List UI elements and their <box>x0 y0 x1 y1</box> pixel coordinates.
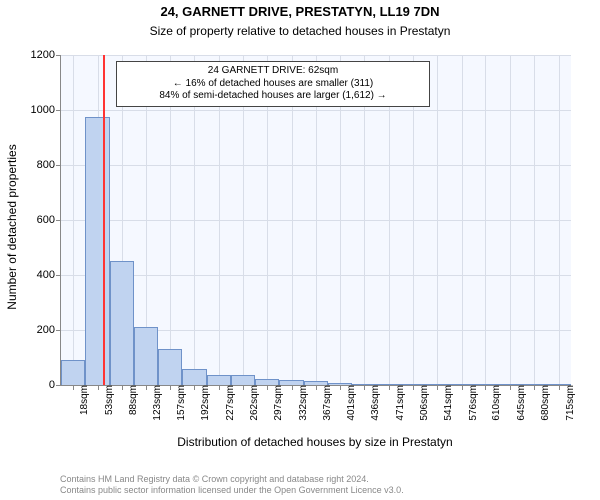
y-tick-label: 1200 <box>31 49 61 61</box>
histogram-bar <box>110 261 134 385</box>
x-tick-label: 645sqm <box>514 385 527 421</box>
histogram-bar <box>377 384 401 385</box>
gridline <box>462 55 463 385</box>
histogram-bar <box>401 384 425 385</box>
plot-area: 02004006008001000120018sqm53sqm88sqm123s… <box>60 55 571 386</box>
x-tick-mark <box>98 385 99 390</box>
x-tick-label: 88sqm <box>126 385 139 415</box>
x-tick-mark <box>267 385 268 390</box>
x-tick-mark <box>462 385 463 390</box>
y-tick-label: 0 <box>49 379 61 391</box>
x-tick-label: 53sqm <box>102 385 115 415</box>
histogram-bar <box>449 384 473 385</box>
histogram-bar <box>158 349 182 385</box>
x-tick-label: 471sqm <box>393 385 406 421</box>
annotation-line: 84% of semi-detached houses are larger (… <box>123 90 423 103</box>
x-tick-label: 680sqm <box>538 385 551 421</box>
histogram-bar <box>474 384 498 385</box>
y-axis-label: Number of detached properties <box>5 127 19 327</box>
x-tick-mark <box>316 385 317 390</box>
y-tick-label: 400 <box>37 269 61 281</box>
x-tick-label: 506sqm <box>417 385 430 421</box>
histogram-bar <box>522 384 546 385</box>
page-title: 24, GARNETT DRIVE, PRESTATYN, LL19 7DN <box>0 4 600 19</box>
histogram-bar <box>85 117 109 385</box>
gridline <box>437 55 438 385</box>
annotation-line: ← 16% of detached houses are smaller (31… <box>123 78 423 91</box>
histogram-bar <box>304 381 328 385</box>
x-tick-mark <box>510 385 511 390</box>
histogram-bar <box>498 384 522 385</box>
x-tick-mark <box>243 385 244 390</box>
annotation-box: 24 GARNETT DRIVE: 62sqm← 16% of detached… <box>116 61 430 107</box>
x-tick-mark <box>437 385 438 390</box>
x-tick-label: 262sqm <box>247 385 260 421</box>
x-tick-label: 123sqm <box>150 385 163 421</box>
histogram-bar <box>279 380 303 385</box>
gridline <box>73 55 74 385</box>
histogram-bar <box>134 327 158 385</box>
x-tick-mark <box>194 385 195 390</box>
annotation-line: 24 GARNETT DRIVE: 62sqm <box>123 65 423 78</box>
x-tick-mark <box>485 385 486 390</box>
histogram-bar <box>231 375 255 385</box>
gridline <box>559 55 560 385</box>
x-tick-label: 436sqm <box>368 385 381 421</box>
histogram-bar <box>61 360 85 385</box>
y-tick-label: 600 <box>37 214 61 226</box>
x-tick-label: 157sqm <box>174 385 187 421</box>
histogram-chart: 02004006008001000120018sqm53sqm88sqm123s… <box>60 55 570 425</box>
y-tick-label: 800 <box>37 159 61 171</box>
y-tick-label: 200 <box>37 324 61 336</box>
gridline <box>485 55 486 385</box>
footer-line-2: Contains public sector information licen… <box>60 485 404 496</box>
x-tick-mark <box>146 385 147 390</box>
y-tick-label: 1000 <box>31 104 61 116</box>
x-tick-mark <box>413 385 414 390</box>
gridline <box>534 55 535 385</box>
x-tick-label: 576sqm <box>466 385 479 421</box>
x-tick-mark <box>122 385 123 390</box>
x-axis-label: Distribution of detached houses by size … <box>60 435 570 449</box>
x-tick-mark <box>219 385 220 390</box>
histogram-bar <box>547 384 571 385</box>
x-tick-label: 401sqm <box>344 385 357 421</box>
footer-attribution: Contains HM Land Registry data © Crown c… <box>60 474 404 496</box>
x-tick-mark <box>340 385 341 390</box>
x-tick-label: 715sqm <box>563 385 576 421</box>
x-tick-mark <box>559 385 560 390</box>
x-tick-mark <box>292 385 293 390</box>
x-tick-label: 18sqm <box>77 385 90 415</box>
histogram-bar <box>182 369 206 386</box>
x-tick-mark <box>534 385 535 390</box>
x-tick-label: 367sqm <box>320 385 333 421</box>
x-tick-mark <box>389 385 390 390</box>
x-tick-label: 227sqm <box>223 385 236 421</box>
x-tick-label: 192sqm <box>198 385 211 421</box>
x-tick-label: 541sqm <box>441 385 454 421</box>
x-tick-mark <box>364 385 365 390</box>
x-tick-mark <box>170 385 171 390</box>
histogram-bar <box>352 384 376 385</box>
histogram-bar <box>255 379 279 385</box>
page-subtitle: Size of property relative to detached ho… <box>0 24 600 38</box>
gridline <box>510 55 511 385</box>
x-tick-label: 332sqm <box>296 385 309 421</box>
x-tick-mark <box>73 385 74 390</box>
histogram-bar <box>425 384 449 385</box>
x-tick-label: 297sqm <box>271 385 284 421</box>
chart-container: { "title": "24, GARNETT DRIVE, PRESTATYN… <box>0 0 600 500</box>
x-tick-label: 610sqm <box>489 385 502 421</box>
histogram-bar <box>328 383 352 385</box>
footer-line-1: Contains HM Land Registry data © Crown c… <box>60 474 404 485</box>
histogram-bar <box>207 375 231 385</box>
subject-marker-line <box>103 55 105 385</box>
